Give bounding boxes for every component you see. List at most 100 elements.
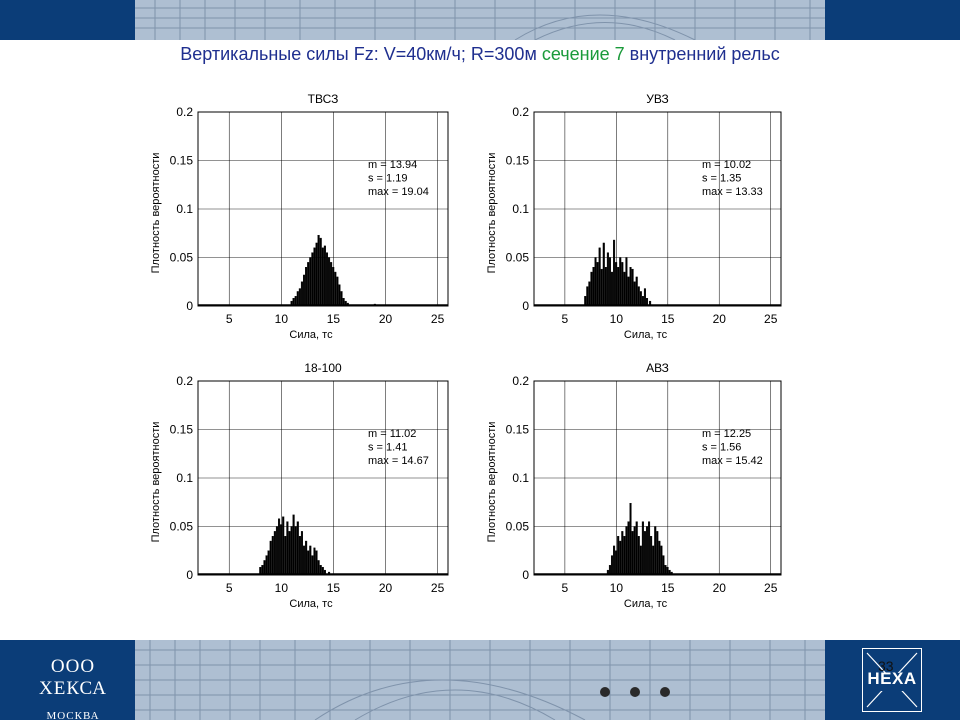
slide-title-highlight: сечение 7 — [541, 44, 625, 64]
histogram-bar — [275, 526, 278, 576]
y-tick-label: 0.05 — [506, 251, 530, 265]
histogram-bar — [635, 276, 638, 307]
histogram-bar — [608, 257, 611, 307]
histogram-bar — [282, 516, 285, 576]
mesh-pattern-top — [135, 0, 825, 40]
x-axis-label: Сила, тс — [624, 329, 668, 341]
histogram-bar — [629, 503, 632, 576]
histogram-bar — [336, 276, 339, 307]
chart-title: ТВСЗ — [308, 92, 339, 106]
y-tick-label: 0.1 — [176, 202, 193, 216]
y-tick-label: 0.1 — [176, 471, 193, 485]
stat-annotation: m = 10.02 — [702, 159, 751, 171]
histogram-bar — [649, 300, 652, 307]
histogram-bar — [598, 247, 601, 307]
y-tick-label: 0.2 — [176, 105, 193, 119]
histogram-bar — [373, 303, 376, 307]
stat-annotation: max = 14.67 — [368, 455, 429, 467]
histogram-bar — [588, 281, 591, 307]
chart-title: УВЗ — [646, 92, 668, 106]
x-tick-label: 20 — [379, 581, 393, 595]
histogram-bar — [334, 271, 337, 307]
histogram-bar — [623, 271, 626, 307]
histogram-bar — [645, 298, 649, 307]
histogram-bar — [319, 565, 322, 576]
histogram-bar — [307, 262, 310, 307]
histogram-bar — [280, 524, 283, 576]
y-tick-label: 0.15 — [170, 423, 194, 437]
histogram-bar — [332, 267, 335, 307]
histogram-bar — [340, 291, 343, 307]
slide-title: Вертикальные силы Fz: V=40км/ч; R=300м с… — [0, 44, 960, 65]
histogram-bar — [666, 567, 669, 576]
histogram-bar — [271, 536, 274, 576]
histogram-bar — [261, 565, 264, 576]
histogram-bar — [631, 268, 634, 307]
histogram-bar — [639, 291, 642, 307]
histogram-bar — [643, 531, 646, 576]
chart-title: 18-100 — [304, 361, 342, 375]
histogram-bar — [617, 536, 620, 576]
x-tick-label: 15 — [661, 581, 675, 595]
histogram-bar — [654, 526, 657, 576]
histogram-bar — [315, 242, 318, 307]
x-tick-label: 25 — [431, 312, 445, 326]
histogram-bar — [621, 262, 624, 307]
histogram-bar — [633, 281, 636, 307]
histogram-bar — [641, 521, 644, 576]
histogram-bar — [600, 268, 603, 307]
histogram-bar — [313, 247, 316, 307]
chart-title: АВЗ — [646, 361, 669, 375]
histogram-bar — [300, 531, 303, 576]
histogram-bar — [625, 526, 628, 576]
histogram-bar — [610, 271, 614, 307]
histogram-bar — [606, 569, 609, 576]
histogram-bar — [613, 239, 616, 307]
x-tick-label: 25 — [764, 312, 778, 326]
y-tick-label: 0.2 — [176, 374, 193, 388]
y-tick-label: 0.1 — [512, 202, 529, 216]
histogram-bar — [269, 540, 272, 576]
histogram-bar — [311, 252, 314, 307]
x-tick-label: 20 — [713, 581, 727, 595]
histogram-bar — [330, 262, 333, 307]
y-tick-label: 0.15 — [506, 154, 530, 168]
stat-annotation: s = 1.56 — [702, 442, 741, 454]
histogram-bar — [263, 560, 266, 576]
chart-panel-4: 5 10 15 20 25 0 0.05 0.1 0.15 0.2 АВЗ Сила, тс Плотн… — [486, 361, 782, 610]
histogram-bar — [596, 262, 599, 307]
histogram-bar — [650, 536, 653, 576]
x-tick-label: 5 — [226, 581, 233, 595]
stat-annotation: max = 13.33 — [702, 186, 763, 198]
y-tick-label: 0 — [186, 299, 193, 313]
y-tick-label: 0.05 — [506, 520, 530, 534]
histogram-bar — [292, 298, 295, 307]
x-tick-label: 25 — [431, 581, 445, 595]
histogram-bar — [298, 536, 301, 576]
x-tick-label: 15 — [661, 312, 675, 326]
histogram-bar — [619, 540, 622, 576]
x-axis-label: Сила, тс — [289, 329, 333, 341]
x-tick-label: 5 — [226, 312, 233, 326]
y-tick-label: 0.1 — [512, 471, 529, 485]
histogram-bar — [305, 267, 308, 307]
x-tick-label: 20 — [713, 312, 727, 326]
histogram-bar — [346, 302, 349, 307]
histogram-bar — [662, 555, 665, 576]
x-tick-label: 10 — [275, 581, 289, 595]
histogram-bar — [323, 569, 326, 576]
histogram-bar — [305, 540, 308, 576]
histogram-bar — [604, 267, 607, 307]
histogram-bar — [633, 526, 636, 576]
histogram-bar — [592, 267, 595, 307]
histogram-bar — [627, 276, 630, 307]
y-axis-label: Плотность вероятности — [486, 422, 498, 543]
histogram-bar — [267, 550, 270, 576]
y-tick-label: 0.2 — [512, 374, 529, 388]
histogram-bar — [294, 526, 297, 576]
stat-annotation: m = 11.02 — [368, 428, 416, 440]
y-tick-label: 0 — [522, 568, 529, 582]
histogram-bar — [621, 531, 624, 576]
histogram-bar — [311, 555, 314, 576]
